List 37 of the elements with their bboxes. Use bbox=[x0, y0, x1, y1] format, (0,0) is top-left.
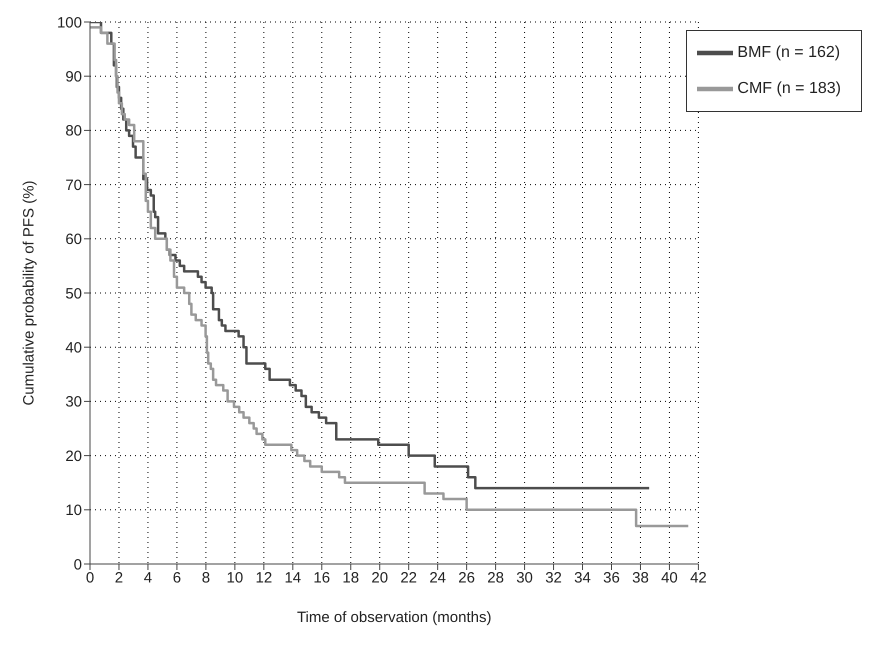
legend-label: BMF (n = 162) bbox=[737, 44, 840, 62]
x-tick-label: 8 bbox=[202, 570, 210, 587]
x-tick-label: 24 bbox=[429, 570, 446, 587]
y-tick-label: 80 bbox=[65, 122, 82, 140]
y-tick-label: 100 bbox=[56, 14, 82, 32]
x-tick-label: 30 bbox=[516, 570, 533, 587]
y-tick-label: 40 bbox=[65, 340, 82, 357]
y-tick-label: 0 bbox=[74, 556, 82, 574]
x-tick-label: 28 bbox=[487, 570, 504, 587]
x-tick-label: 26 bbox=[458, 570, 475, 587]
y-tick-label: 90 bbox=[65, 68, 82, 86]
x-tick-label: 38 bbox=[632, 570, 649, 587]
x-tick-label: 36 bbox=[603, 570, 620, 587]
x-tick-label: 12 bbox=[255, 570, 272, 587]
y-tick-label: 20 bbox=[65, 448, 82, 465]
x-tick-label: 32 bbox=[545, 570, 562, 587]
x-axis-title: Time of observation (months) bbox=[296, 609, 492, 626]
x-tick-label: 42 bbox=[690, 570, 707, 587]
x-tick-label: 34 bbox=[574, 570, 591, 587]
x-tick-label: 16 bbox=[313, 570, 330, 587]
x-tick-label: 6 bbox=[172, 570, 182, 587]
y-tick-label: 10 bbox=[65, 502, 82, 520]
x-tick-label: 4 bbox=[144, 570, 152, 587]
y-tick-label: 60 bbox=[65, 231, 82, 248]
x-tick-label: 0 bbox=[86, 570, 94, 587]
y-tick-label: 70 bbox=[65, 176, 82, 194]
y-axis-title: Cumulative probability of PFS (%) bbox=[20, 180, 38, 406]
x-tick-label: 20 bbox=[371, 570, 388, 587]
y-tick-label: 30 bbox=[65, 394, 82, 411]
y-tick-label: 50 bbox=[65, 285, 82, 302]
x-tick-label: 10 bbox=[226, 570, 244, 587]
x-tick-label: 22 bbox=[400, 570, 418, 587]
x-tick-label: 40 bbox=[661, 570, 678, 587]
x-tick-label: 2 bbox=[114, 570, 124, 587]
legend-label: CMF (n = 183) bbox=[737, 80, 841, 98]
x-tick-label: 14 bbox=[284, 570, 302, 587]
x-tick-label: 18 bbox=[342, 570, 360, 587]
